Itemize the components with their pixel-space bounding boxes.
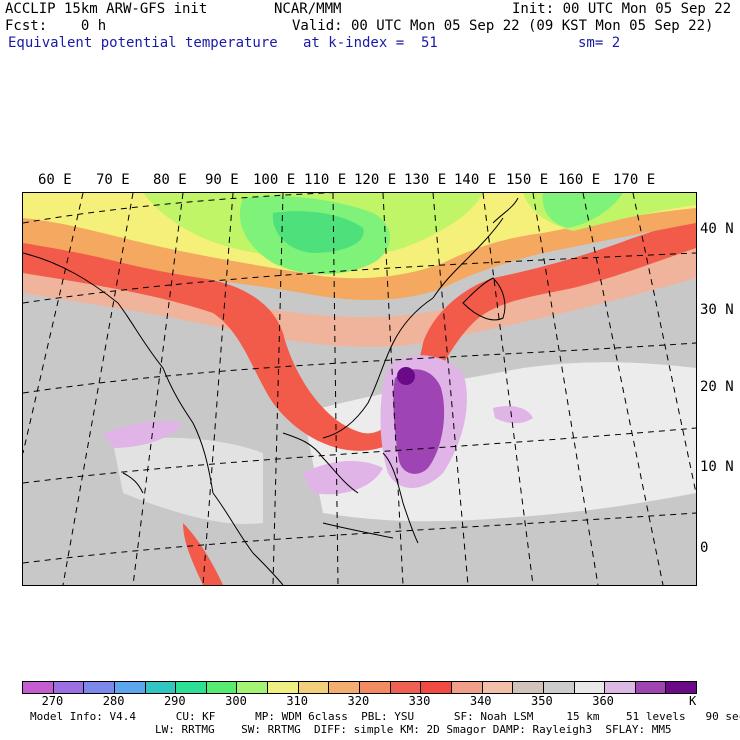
lat-label: 10 N xyxy=(700,459,734,475)
colorbar-tick-label: 360 xyxy=(592,694,614,708)
lon-label: 60 E xyxy=(38,172,72,188)
lilac-patch xyxy=(303,461,383,495)
lon-label: 140 E xyxy=(454,172,497,188)
lon-label: 110 E xyxy=(304,172,347,188)
institution-label: NCAR/MMM xyxy=(274,1,342,17)
colorbar-swatch xyxy=(237,682,269,693)
colorbar-swatch xyxy=(574,682,606,693)
colorbar-swatch xyxy=(360,682,391,693)
colorbar-swatch xyxy=(23,682,54,693)
typhoon-eye xyxy=(397,367,415,385)
graticule xyxy=(23,193,696,585)
colorbar-swatch xyxy=(53,682,85,693)
light-shade xyxy=(113,437,263,524)
colorbar-tick-label: 310 xyxy=(286,694,308,708)
model-info-line2: LW: RRTMG SW: RRTMG DIFF: simple KM: 2D … xyxy=(155,723,672,736)
valid-time: Valid: 00 UTC Mon 05 Sep 22 (09 KST Mon … xyxy=(292,18,714,34)
lon-label: 120 E xyxy=(354,172,397,188)
colorbar-swatch xyxy=(390,682,422,693)
field-name: Equivalent potential temperature xyxy=(8,35,278,51)
lilac-patch xyxy=(493,406,533,424)
lon-label: 80 E xyxy=(153,172,187,188)
run-title: ACCLIP 15km ARW-GFS init xyxy=(5,1,208,17)
colorbar-swatch xyxy=(84,682,115,693)
lon-label: 100 E xyxy=(253,172,296,188)
level-index: at k-index = 51 xyxy=(303,35,438,51)
lilac-patch xyxy=(103,421,183,448)
colorbar-swatch xyxy=(298,682,330,693)
lat-label: 20 N xyxy=(700,379,734,395)
colorbar xyxy=(22,681,697,694)
lon-label: 160 E xyxy=(558,172,601,188)
colorbar-tick-label: 350 xyxy=(531,694,553,708)
colorbar-swatch xyxy=(176,682,207,693)
salmon-patch xyxy=(183,523,223,585)
lon-label: 70 E xyxy=(96,172,130,188)
colorbar-swatch xyxy=(635,682,667,693)
colorbar-tick-label: 300 xyxy=(225,694,247,708)
colorbar-swatch xyxy=(268,682,299,693)
colorbar-tick-label: 340 xyxy=(469,694,492,708)
map-panel[interactable] xyxy=(22,192,697,586)
colorbar-swatch xyxy=(114,682,146,693)
coastlines xyxy=(23,197,519,585)
colorbar-swatch xyxy=(329,682,361,693)
colorbar-swatch xyxy=(206,682,238,693)
colorbar-tick-label: 290 xyxy=(163,694,186,708)
colorbar-unit: K xyxy=(689,694,697,708)
cold-patch xyxy=(272,211,364,253)
salmon-band xyxy=(23,228,696,348)
lon-label: 130 E xyxy=(404,172,447,188)
colorbar-tick-label: 320 xyxy=(347,694,370,708)
colorbar-swatch xyxy=(513,682,544,693)
colorbar-swatch xyxy=(451,682,483,693)
model-info-line1: Model Info: V4.4 CU: KF MP: WDM 6class P… xyxy=(30,710,740,723)
colorbar-swatch xyxy=(605,682,636,693)
lon-label: 90 E xyxy=(205,172,239,188)
colorbar-tick-label: 330 xyxy=(408,694,431,708)
colorbar-tick-label: 280 xyxy=(102,694,125,708)
lon-label: 150 E xyxy=(506,172,549,188)
colorbar-swatch xyxy=(666,682,697,693)
lat-label: 40 N xyxy=(700,221,734,237)
colorbar-swatch xyxy=(543,682,575,693)
colorbar-tick-label: 270 xyxy=(41,694,64,708)
smoothing-label: sm= 2 xyxy=(578,35,621,51)
colorbar-swatch xyxy=(482,682,514,693)
colorbar-swatch xyxy=(421,682,452,693)
lat-label: 30 N xyxy=(700,302,734,318)
forecast-hour: Fcst: 0 h xyxy=(5,18,107,34)
cold-patch xyxy=(542,193,623,228)
theta-e-field xyxy=(23,193,696,585)
lon-label: 170 E xyxy=(613,172,656,188)
init-time: Init: 00 UTC Mon 05 Sep 22 xyxy=(512,1,732,17)
colorbar-swatch xyxy=(145,682,177,693)
lat-label: 0 xyxy=(700,540,709,556)
